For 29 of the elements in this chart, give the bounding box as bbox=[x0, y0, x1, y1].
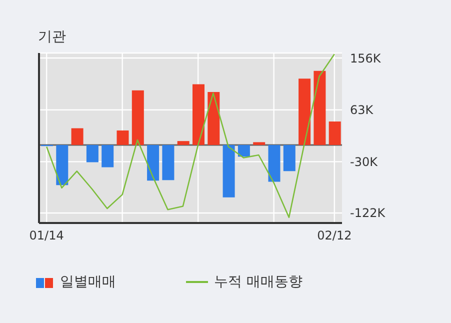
bar bbox=[147, 144, 160, 181]
y-tick-label: 63K bbox=[350, 103, 374, 118]
legend-label: 일별매매 bbox=[60, 273, 116, 291]
bar bbox=[86, 144, 98, 162]
bar bbox=[328, 122, 341, 145]
y-tick-label: -30K bbox=[350, 154, 379, 169]
bar bbox=[177, 141, 190, 145]
bar bbox=[238, 144, 250, 157]
bar bbox=[162, 144, 174, 180]
bar bbox=[102, 144, 114, 168]
bar bbox=[298, 78, 311, 145]
bar bbox=[116, 130, 129, 145]
y-tick-label: -122K bbox=[350, 206, 386, 220]
bar bbox=[253, 142, 266, 145]
line-series bbox=[46, 53, 336, 218]
bar bbox=[314, 70, 326, 145]
bar bbox=[268, 144, 280, 182]
chart-title: 기관 bbox=[38, 28, 66, 46]
bar bbox=[208, 92, 220, 145]
x-tick-label: 02/12 bbox=[317, 228, 352, 243]
bar bbox=[192, 84, 204, 145]
y-tick-label: 156K bbox=[350, 51, 382, 66]
x-tick-label: 01/14 bbox=[29, 228, 64, 243]
legend-label: 누적 매매동향 bbox=[214, 273, 302, 291]
bar bbox=[283, 144, 296, 172]
bar bbox=[56, 144, 68, 186]
bar bbox=[132, 90, 144, 145]
bar bbox=[71, 128, 84, 145]
bar bbox=[222, 144, 235, 198]
